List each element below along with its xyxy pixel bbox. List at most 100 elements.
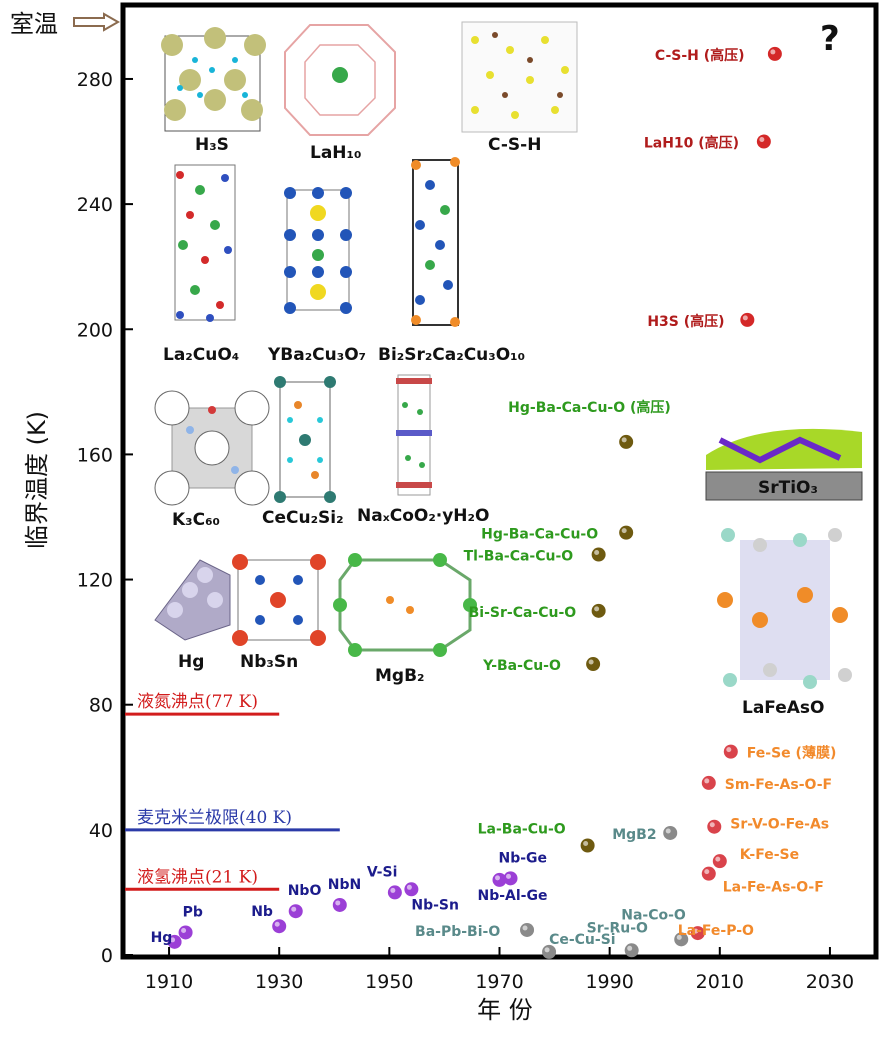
data-point-highlight bbox=[522, 925, 528, 931]
y-tick-label: 0 bbox=[101, 945, 113, 967]
data-point-highlight bbox=[742, 315, 748, 321]
x-tick-label: 1910 bbox=[145, 971, 193, 993]
data-point bbox=[701, 866, 716, 881]
data-point-label: NbO bbox=[288, 883, 322, 899]
data-point-marker bbox=[712, 854, 727, 869]
data-point-marker bbox=[580, 838, 595, 853]
structure-image-hg bbox=[154, 559, 231, 641]
y-tick-label: 240 bbox=[77, 194, 113, 216]
data-point-marker bbox=[272, 919, 287, 934]
y-axis: 0 40 80 120 160 200 240 280 bbox=[77, 69, 133, 967]
data-point-highlight bbox=[621, 437, 627, 443]
point-labels: Hg Pb Nb NbO NbN V-Si Nb-Sn Nb-Al-Ge Nb-Ge Ba-Pb-… bbox=[151, 47, 837, 948]
data-point bbox=[723, 744, 738, 759]
data-point-label: MgB2 bbox=[612, 827, 656, 843]
data-point-marker bbox=[387, 885, 402, 900]
data-point-label: Ba-Pb-Bi-O bbox=[415, 924, 500, 940]
data-point bbox=[387, 885, 402, 900]
data-point-highlight bbox=[406, 884, 412, 890]
data-points bbox=[167, 46, 782, 959]
data-point-marker bbox=[178, 925, 193, 940]
data-point bbox=[520, 922, 535, 937]
data-point bbox=[756, 134, 771, 149]
data-point-marker bbox=[619, 525, 634, 540]
data-point bbox=[767, 46, 782, 61]
data-point-label: LaH10 (高压) bbox=[644, 135, 739, 152]
data-point bbox=[332, 897, 347, 912]
room-temp-label: 室温 bbox=[10, 10, 58, 38]
data-point-marker bbox=[663, 825, 678, 840]
reference-line-label: 液氢沸点(21 K) bbox=[137, 867, 258, 887]
data-point-label: H3S (高压) bbox=[647, 313, 724, 330]
structure-image-bi2223 bbox=[411, 157, 460, 327]
structure-image-srtio3 bbox=[705, 428, 863, 501]
structure-image-la2cuo4 bbox=[174, 164, 236, 322]
data-point-label: Sr-Ru-O bbox=[587, 920, 648, 936]
x-axis-title: 年 份 bbox=[477, 996, 533, 1024]
data-point-highlight bbox=[583, 840, 589, 846]
data-point-label: Nb-Al-Ge bbox=[478, 888, 548, 904]
data-point bbox=[404, 882, 419, 897]
data-point-highlight bbox=[759, 137, 765, 143]
data-point bbox=[580, 838, 595, 853]
x-tick-label: 1950 bbox=[365, 971, 413, 993]
data-point bbox=[712, 854, 727, 869]
reference-line-label: 麦克米兰极限(40 K) bbox=[137, 808, 292, 828]
structure-image-nb3sn bbox=[232, 554, 326, 646]
data-point-highlight bbox=[495, 875, 500, 881]
data-point bbox=[591, 603, 606, 618]
structure-image-csh bbox=[461, 21, 578, 133]
data-point-highlight bbox=[335, 900, 341, 906]
data-point bbox=[492, 872, 507, 887]
data-point-label: Pb bbox=[183, 904, 203, 920]
data-point-marker bbox=[520, 922, 535, 937]
structure-label-bi2223: Bi₂Sr₂Ca₂Cu₃O₁₀ bbox=[378, 345, 525, 365]
data-point-highlight bbox=[588, 659, 594, 665]
data-point-label: La-Fe-As-O-F bbox=[723, 880, 824, 896]
data-point bbox=[740, 312, 755, 327]
structure-label-lafeaso: LaFeAsO bbox=[742, 698, 825, 718]
data-point-label: Fe-Se (薄膜) bbox=[747, 745, 837, 762]
data-point bbox=[167, 934, 182, 949]
x-tick-label: 1990 bbox=[585, 971, 633, 993]
data-point-label: NbN bbox=[328, 877, 361, 893]
y-tick-label: 40 bbox=[89, 820, 113, 842]
structure-image-nacoo2 bbox=[396, 374, 432, 496]
question-annotation: ? bbox=[820, 19, 840, 59]
data-point-highlight bbox=[274, 921, 280, 927]
data-point-marker bbox=[767, 46, 782, 61]
data-point-highlight bbox=[693, 928, 699, 934]
data-point-marker bbox=[701, 866, 716, 881]
y-tick-label: 120 bbox=[77, 570, 113, 592]
data-point-marker bbox=[707, 819, 722, 834]
data-point bbox=[586, 657, 601, 672]
data-point-highlight bbox=[594, 550, 600, 556]
structure-label-k3c60: K₃C₆₀ bbox=[172, 510, 220, 530]
x-tick-label: 1930 bbox=[255, 971, 303, 993]
data-point-label: Nb-Sn bbox=[411, 897, 459, 913]
y-tick-label: 200 bbox=[77, 319, 113, 341]
data-point-marker bbox=[619, 434, 634, 449]
structure-label-ybco: YBa₂Cu₃O₇ bbox=[267, 345, 366, 365]
data-point-label: C-S-H (高压) bbox=[655, 47, 745, 64]
structure-label-nacoo2: NaₓCoO₂·yH₂O bbox=[357, 506, 489, 526]
data-point-highlight bbox=[770, 49, 776, 55]
data-point bbox=[288, 904, 303, 919]
data-point-label: Hg-Ba-Ca-Cu-O (高压) bbox=[508, 399, 671, 416]
data-point-highlight bbox=[704, 778, 710, 784]
data-point bbox=[674, 932, 689, 947]
structure-label-h3s: H₃S bbox=[195, 135, 229, 155]
structure-label-mgb2: MgB₂ bbox=[375, 666, 425, 686]
data-point-marker bbox=[404, 882, 419, 897]
data-point-highlight bbox=[665, 828, 671, 834]
data-point bbox=[272, 919, 287, 934]
data-point bbox=[663, 825, 678, 840]
data-point bbox=[591, 547, 606, 562]
structure-image-lah10 bbox=[284, 24, 396, 136]
structure-labels: H₃S LaH₁₀ C-S-H La₂CuO₄ YBa₂Cu₃O₇ Bi₂Sr₂… bbox=[163, 135, 825, 718]
x-tick-label: 2010 bbox=[696, 971, 744, 993]
data-point-marker bbox=[288, 904, 303, 919]
data-point-label: Nb bbox=[251, 904, 273, 920]
data-point-marker bbox=[586, 657, 601, 672]
